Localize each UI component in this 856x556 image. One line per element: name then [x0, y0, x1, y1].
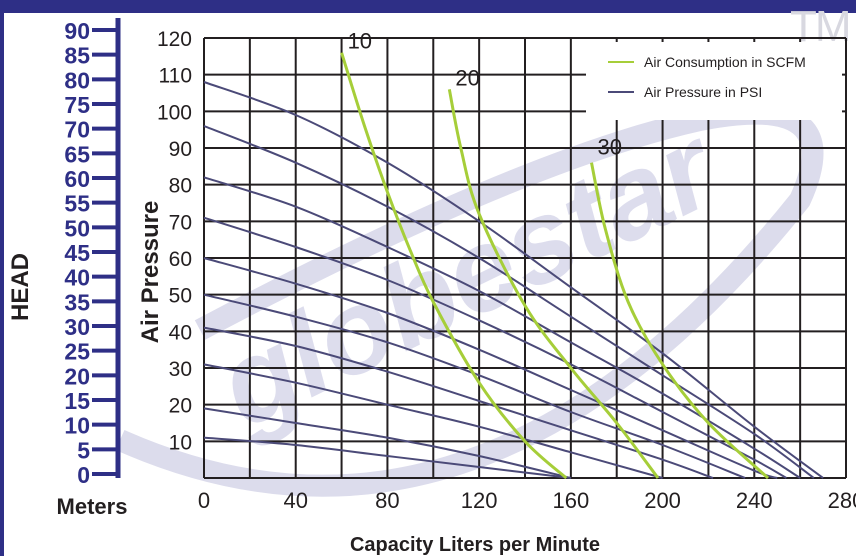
air-pressure-curve: [203, 326, 714, 479]
air-pressure-curve: [203, 125, 815, 479]
air-pressure-curve: [203, 176, 801, 479]
head-tick-label: 15: [64, 388, 90, 414]
axes-layer: 04080120160200240280Capacity Liters per …: [7, 18, 856, 556]
pressure-axis-title: Air Pressure: [137, 201, 164, 344]
watermark-swoosh: [115, 102, 824, 497]
head-tick-label: 10: [64, 413, 90, 439]
head-tick-label: 45: [64, 240, 90, 266]
x-tick-label: 280: [828, 488, 856, 513]
air-pressure-curve: [203, 257, 778, 479]
air-pressure-curve: [203, 81, 824, 479]
air-pressure-curve: [203, 216, 787, 479]
pressure-tick-label: 120: [157, 28, 192, 51]
x-tick-label: 240: [736, 488, 773, 513]
pressure-tick-label: 50: [169, 285, 192, 308]
head-tick-label: 55: [64, 191, 90, 217]
top-banner-strip: [0, 0, 856, 13]
scfm-curve-label: 10: [348, 29, 372, 54]
pressure-tick-label: 30: [169, 358, 192, 381]
pressure-tick-label: 80: [169, 175, 192, 198]
x-tick-label: 80: [375, 488, 399, 513]
pressure-tick-label: 90: [169, 138, 192, 161]
scfm-curve-10: [340, 52, 568, 480]
head-tick-label: 25: [64, 339, 90, 365]
head-tick-label: 65: [64, 141, 90, 167]
head-tick-label: 40: [64, 265, 90, 291]
scfm-curve-20: [447, 89, 660, 479]
x-tick-label: 0: [198, 488, 210, 513]
x-tick-label: 160: [552, 488, 589, 513]
pressure-tick-label: 60: [169, 248, 192, 271]
x-tick-label: 120: [461, 488, 498, 513]
watermark-text: globestar: [198, 99, 740, 454]
air-pressure-curve: [203, 407, 572, 479]
scfm-curve-label: 30: [597, 135, 621, 160]
curves-layer: 10 20 30: [203, 29, 824, 480]
legend-label: Air Pressure in PSI: [644, 84, 762, 100]
x-tick-label: 200: [644, 488, 681, 513]
air-pressure-curve: [203, 293, 746, 479]
head-tick-label: 70: [64, 117, 90, 143]
pressure-tick-label: 70: [169, 211, 192, 234]
legend-label: Air Consumption in SCFM: [644, 54, 806, 70]
head-tick-label: 35: [64, 289, 90, 315]
scfm-curve-30: [590, 162, 770, 480]
head-tick-label: 50: [64, 215, 90, 241]
x-tick-label: 40: [283, 488, 307, 513]
pressure-tick-label: 100: [157, 101, 192, 124]
air-pressure-curve: [203, 436, 571, 479]
head-tick-label: 5: [77, 437, 90, 463]
pressure-tick-label: 110: [159, 65, 192, 88]
head-tick-label: 90: [64, 18, 90, 44]
pressure-tick-label: 20: [169, 395, 192, 418]
head-tick-label: 60: [64, 166, 90, 192]
pressure-tick-label: 10: [169, 431, 192, 454]
scfm-curve-label: 20: [455, 65, 479, 90]
chart-legend: Air Consumption in SCFM Air Pressure in P…: [586, 42, 842, 120]
x-axis-title: Capacity Liters per Minute: [350, 534, 600, 556]
head-axis-unit: Meters: [57, 494, 128, 519]
pressure-tick-label: 40: [169, 321, 192, 344]
head-tick-label: 75: [64, 92, 90, 118]
head-tick-label: 85: [64, 43, 90, 69]
head-tick-label: 20: [64, 363, 90, 389]
head-tick-label: 0: [77, 462, 90, 488]
air-pressure-curve: [203, 363, 663, 479]
head-tick-label: 30: [64, 314, 90, 340]
head-axis-title: HEAD: [7, 253, 34, 321]
head-tick-label: 80: [64, 67, 90, 93]
left-border-strip: [0, 0, 4, 556]
legend-box: [586, 42, 842, 120]
